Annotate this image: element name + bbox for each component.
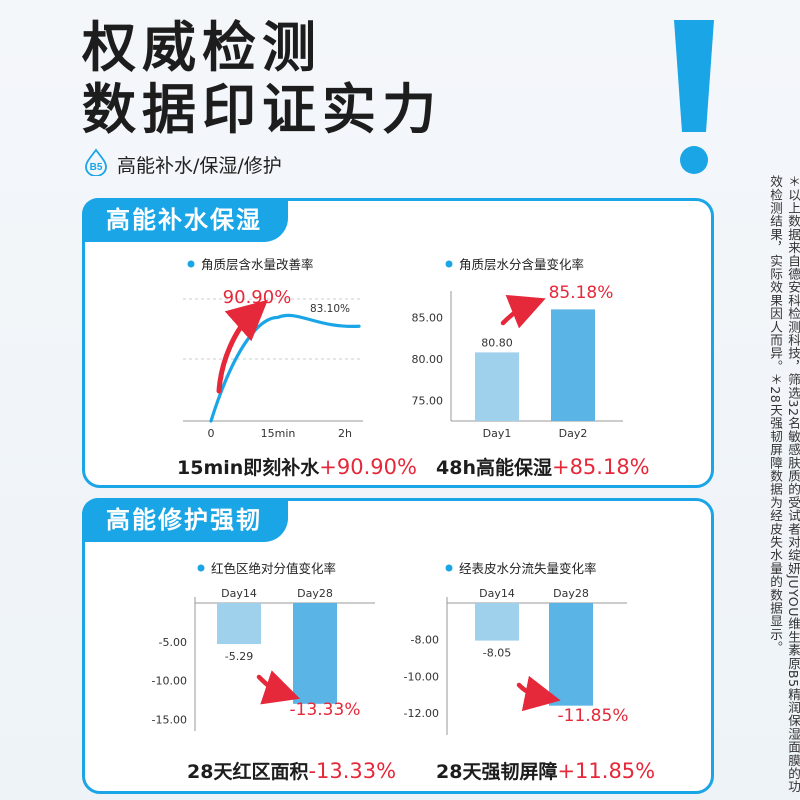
chart1-xtick-0: 0 xyxy=(208,427,215,440)
section-title-repair: 高能修护强韧 xyxy=(82,498,288,542)
chart2-bar-0 xyxy=(475,352,519,421)
caption-repair-2: 28天强韧屏障+11.85% xyxy=(436,757,655,784)
chart1-trend-arrow xyxy=(216,299,268,394)
chart-red-area-bars: 红色区绝对分值变化率 -5.00 -10.00 -15.00 Day14 -5.29 Day… xyxy=(152,561,375,731)
caption-repair-1-value: -13.33% xyxy=(308,759,397,783)
chart3-xtick-1: Day28 xyxy=(297,587,333,600)
chart2-data-label-0: 80.80 xyxy=(481,336,513,349)
disclaimer-note: ＊以上数据来自德安科检测科技，筛选32名敏感肤质的受试者对绽妍JUYOU维生素原… xyxy=(768,175,800,794)
chart3-trend-arrow xyxy=(256,670,301,705)
chart2-ytick-2: 75.00 xyxy=(412,394,444,407)
chart2-xtick-0: Day1 xyxy=(483,427,512,440)
exclamation-icon xyxy=(674,20,714,174)
chart3-bar-1 xyxy=(293,603,337,704)
chart3-legend-dot xyxy=(197,564,205,572)
chart4-ytick-1: -10.00 xyxy=(404,670,439,683)
chart1-annotation-peak: 90.90% xyxy=(223,287,292,308)
b5-droplet-icon: B5 xyxy=(85,148,107,176)
chart2-xtick-1: Day2 xyxy=(559,427,588,440)
chart3-annotation: -13.33% xyxy=(290,700,361,720)
chart3-xtick-0: Day14 xyxy=(221,587,257,600)
chart3-ytick-0: -5.00 xyxy=(159,636,187,649)
chart4-xtick-1: Day28 xyxy=(553,587,589,600)
chart2-legend-dot xyxy=(445,260,453,268)
chart4-title: 经表皮水分流失量变化率 xyxy=(459,561,597,576)
chart2-ytick-0: 85.00 xyxy=(412,312,444,325)
chart-tewl-bars: 经表皮水分流失量变化率 -8.00 -10.00 -12.00 Day14 -8.05 Da… xyxy=(404,561,629,735)
caption-hydration-1-value: +90.90% xyxy=(319,455,417,479)
chart3-ytick-2: -15.00 xyxy=(152,713,187,726)
section-hydration: 高能补水保湿 角质层含水量改善率 0 15min 2h 90.90% 83.10% 角质层… xyxy=(82,198,714,488)
chart-moisture-bars: 角质层水分含量变化率 85.00 80.00 75.00 Day1 80.80 Day2 85… xyxy=(412,257,623,440)
chart1-title: 角质层含水量改善率 xyxy=(201,257,314,272)
chart3-bar-0 xyxy=(217,603,261,645)
caption-hydration-1: 15min即刻补水+90.90% xyxy=(177,453,417,480)
chart4-data-label-0: -8.05 xyxy=(483,647,511,660)
chart3-title: 红色区绝对分值变化率 xyxy=(211,561,336,576)
chart1-xtick-1: 15min xyxy=(261,427,296,440)
b5-badge-text: B5 xyxy=(90,162,103,173)
chart2-ytick-1: 80.00 xyxy=(412,353,444,366)
chart1-xtick-2: 2h xyxy=(338,427,352,440)
page-subtitle: 高能补水/保湿/修护 xyxy=(117,155,282,177)
caption-repair-1-text: 28天红区面积 xyxy=(187,761,309,783)
chart2-title: 角质层水分含量变化率 xyxy=(459,257,584,272)
chart4-ytick-0: -8.00 xyxy=(411,634,439,647)
chart3-ytick-1: -10.00 xyxy=(152,675,187,688)
caption-repair-2-text: 28天强韧屏障 xyxy=(436,761,558,783)
chart3-data-label-0: -5.29 xyxy=(225,650,253,663)
chart4-bar-1 xyxy=(549,603,593,706)
chart2-bar-1 xyxy=(551,309,595,421)
chart4-annotation: -11.85% xyxy=(558,706,629,726)
chart2-trend-arrow xyxy=(500,294,546,329)
caption-repair-1: 28天红区面积-13.33% xyxy=(187,757,396,784)
chart-hydration-curve: 角质层含水量改善率 0 15min 2h 90.90% 83.10% xyxy=(183,257,363,440)
chart2-annotation: 85.18% xyxy=(549,283,614,303)
page-title-line2: 数据印证实力 xyxy=(82,78,442,141)
section-repair: 高能修护强韧 红色区绝对分值变化率 -5.00 -10.00 -15.00 Day14 -… xyxy=(82,498,714,794)
page-title-line1: 权威检测 xyxy=(82,16,322,79)
caption-hydration-2-value: +85.18% xyxy=(551,455,650,479)
chart4-xtick-0: Day14 xyxy=(479,587,515,600)
chart4-trend-arrow xyxy=(516,675,561,712)
chart4-bar-0 xyxy=(475,603,519,641)
caption-repair-2-value: +11.85% xyxy=(557,759,656,783)
chart1-annotation-end: 83.10% xyxy=(310,303,350,315)
chart4-legend-dot xyxy=(445,564,453,572)
caption-hydration-2-text: 48h高能保湿 xyxy=(436,457,552,479)
caption-hydration-2: 48h高能保湿+85.18% xyxy=(436,453,650,480)
caption-hydration-1-text: 15min即刻补水 xyxy=(177,457,320,479)
chart4-ytick-2: -12.00 xyxy=(404,707,439,720)
chart1-series-line xyxy=(209,313,361,423)
chart1-legend-dot xyxy=(187,260,195,268)
section-title-hydration: 高能补水保湿 xyxy=(82,198,288,242)
